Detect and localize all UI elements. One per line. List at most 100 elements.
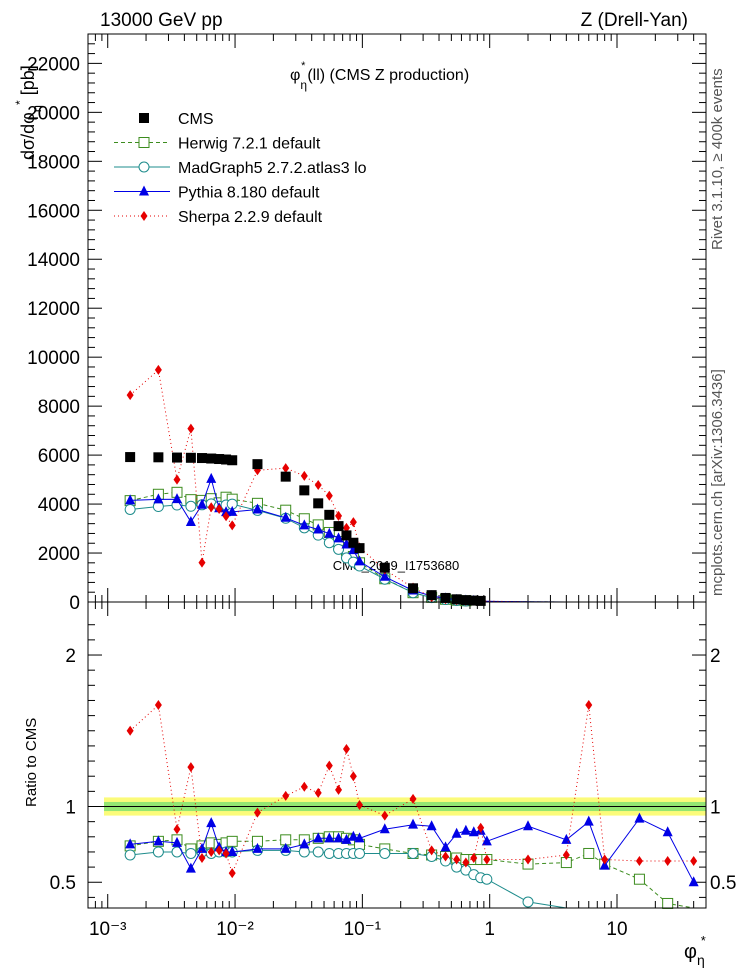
legend-label: MadGraph5 2.7.2.atlas3 lo [178, 160, 367, 177]
series-line-main [129, 368, 694, 603]
legend-marker [138, 137, 150, 148]
ratio-point [298, 846, 310, 858]
data-point [187, 423, 195, 434]
x-tick-label: 1 [484, 919, 495, 940]
legend-item-madgraph5: MadGraph5 2.7.2.atlas3 lo [114, 160, 367, 177]
data-point [451, 594, 462, 605]
ratio-point [481, 835, 492, 846]
ratio-point [583, 847, 595, 859]
y-axis-label-units: [pb] [18, 65, 38, 100]
data-point [125, 452, 136, 463]
ratio-tick-label: 2 [65, 646, 76, 667]
ratio-point [280, 842, 291, 853]
y-tick-label: 16000 [27, 201, 80, 222]
data-point [333, 543, 345, 555]
y-tick-label: 4000 [38, 495, 80, 516]
ratio-point [354, 847, 366, 859]
ratio-point [662, 897, 674, 909]
y-tick-label: 20000 [27, 103, 80, 124]
ratio-point [349, 771, 357, 782]
ratio-point [635, 856, 643, 867]
ratio-point [152, 846, 164, 858]
series-herwig-ratio [124, 831, 694, 909]
data-point [379, 570, 390, 581]
data-point [299, 519, 310, 530]
data-point [227, 505, 238, 516]
ratio-point [440, 841, 451, 852]
y-axis-label-star: * [13, 100, 27, 105]
data-point [196, 498, 207, 509]
data-point [348, 537, 359, 548]
data-point [215, 503, 223, 514]
ratio-frame [87, 601, 707, 909]
data-point [173, 474, 181, 485]
header-right: Z (Drell-Yan) [581, 10, 688, 31]
data-point [185, 500, 197, 512]
ratio-point [335, 784, 343, 795]
data-point [214, 454, 225, 465]
data-point [468, 595, 479, 606]
data-point [228, 520, 236, 531]
x-axis-label: φη* [684, 933, 706, 968]
ratio-tick-label: 0.5 [50, 873, 76, 894]
legend-item-pythia: Pythia 8.180 default [114, 185, 320, 202]
data-point [196, 453, 207, 464]
ratio-point [325, 760, 333, 771]
ratio-point [187, 762, 195, 773]
y-tick-label: 2000 [38, 544, 80, 565]
rivet-label: Rivet 3.1.10, ≥ 400k events [709, 68, 726, 250]
data-point [153, 493, 164, 504]
data-point [282, 463, 290, 474]
x-tick-label: 10⁻¹ [344, 919, 382, 940]
ratio-point [282, 790, 290, 801]
ratio-point [124, 849, 136, 861]
ratio-point [381, 810, 389, 821]
data-point [153, 452, 164, 463]
data-point [460, 595, 471, 606]
ratio-point [379, 823, 390, 834]
ratio-point [483, 854, 491, 865]
ratio-point [354, 832, 365, 843]
data-point [198, 557, 206, 568]
ratio-point [342, 743, 350, 754]
x-axis-label-eta: η [697, 952, 705, 968]
legend-marker [138, 161, 150, 173]
ratio-tick-label: 1 [65, 798, 76, 819]
legend-marker [140, 211, 148, 221]
ratio-point [562, 849, 570, 860]
data-point [333, 532, 344, 543]
ratio-point [561, 833, 572, 844]
data-point [408, 583, 419, 594]
legend: CMS Herwig 7.2.1 default MadGraph5 2.7.2.a… [114, 111, 367, 226]
data-point [206, 472, 217, 483]
data-point [475, 595, 486, 606]
data-point [300, 470, 308, 481]
ratio-point [523, 820, 534, 831]
ratio-point [126, 725, 134, 736]
y-tick-label: 14000 [27, 250, 80, 271]
data-point [221, 454, 232, 465]
chart-title-rest: (ll) (CMS Z production) [307, 67, 469, 84]
data-point [314, 479, 322, 490]
ratio-point [154, 700, 162, 711]
data-point [333, 521, 344, 532]
ratio-point [323, 847, 335, 859]
data-point [207, 502, 215, 513]
ratio-point [664, 856, 672, 867]
ratio-point [585, 700, 593, 711]
ratio-point [453, 854, 461, 865]
ratio-point [470, 853, 478, 864]
ratio-point [524, 854, 532, 865]
data-point [299, 485, 310, 496]
mcplots-label: mcplots.cern.ch [arXiv:1306.3436] [709, 369, 726, 596]
y-tick-label: 22000 [27, 54, 80, 75]
ratio-point [185, 862, 196, 873]
ratio-point [324, 832, 335, 843]
ratio-point [451, 827, 462, 838]
ratio-point [379, 847, 391, 859]
data-series [124, 364, 699, 909]
legend-marker [139, 185, 149, 196]
ratio-point [599, 859, 610, 870]
data-point [280, 471, 291, 482]
